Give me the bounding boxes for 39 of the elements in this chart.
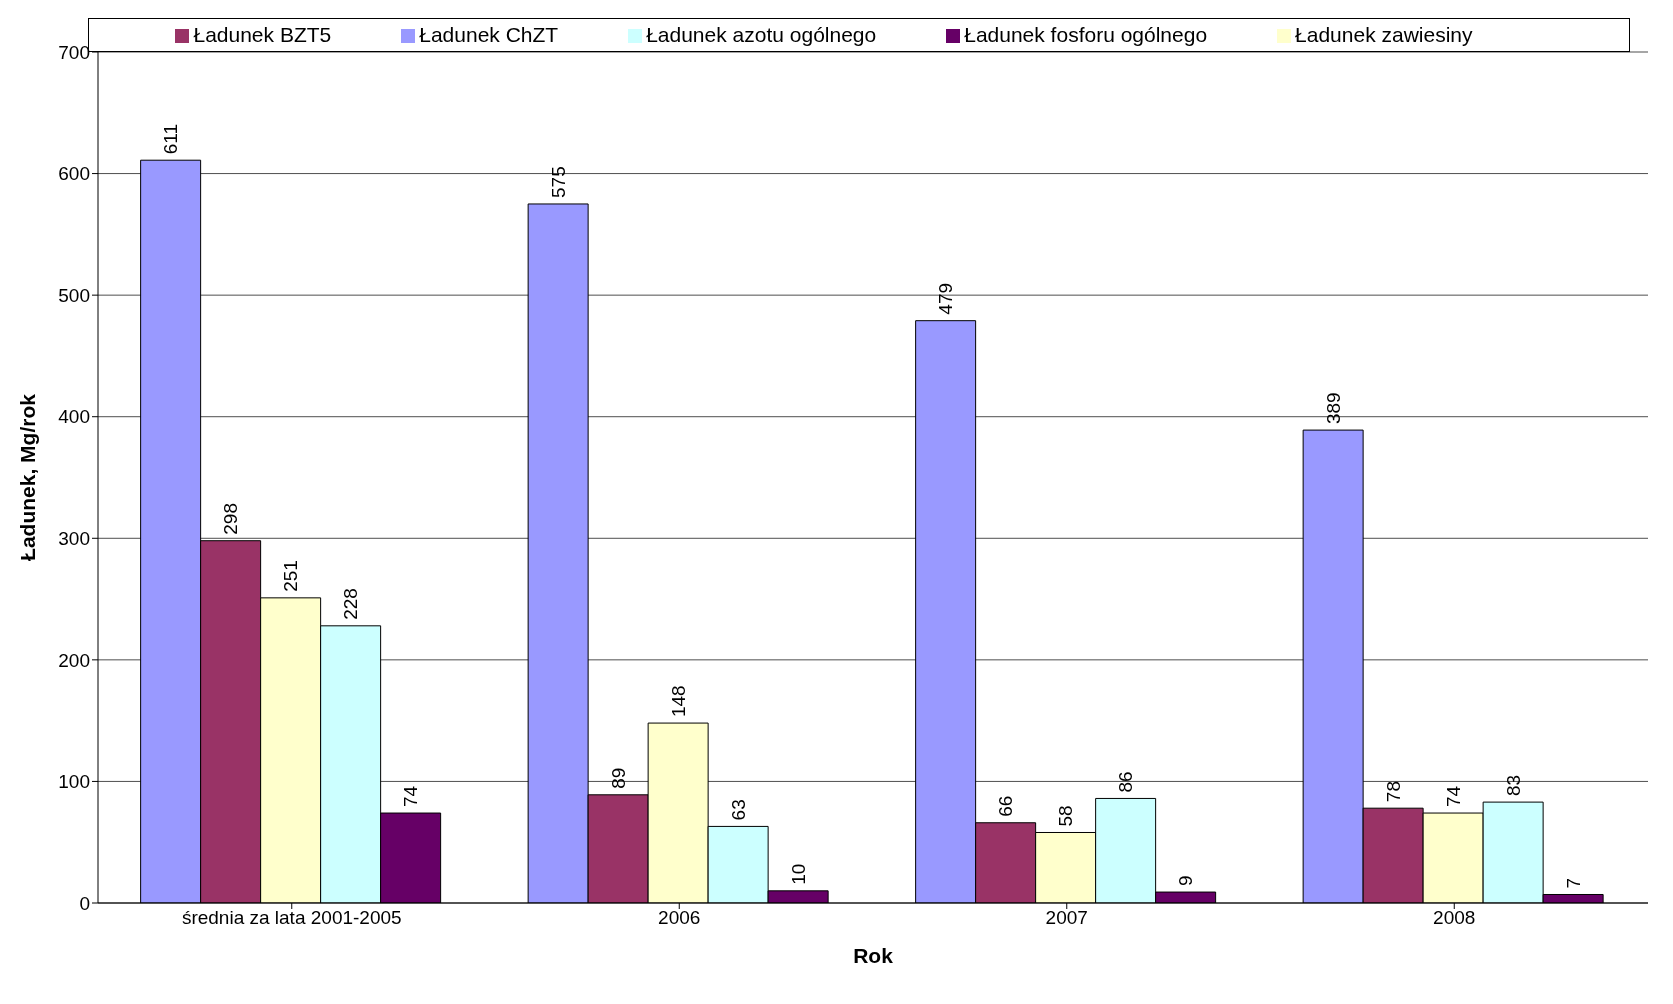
y-tick-label: 600 xyxy=(58,163,90,185)
data-label: 575 xyxy=(547,166,569,198)
y-tick-label: 400 xyxy=(58,406,90,428)
data-label: 86 xyxy=(1115,771,1137,793)
legend-label: Ładunek zawiesiny xyxy=(1295,23,1473,46)
data-label: 611 xyxy=(160,123,182,155)
y-tick-label: 500 xyxy=(58,284,90,306)
data-label: 74 xyxy=(1442,785,1464,808)
data-label: 74 xyxy=(400,785,422,808)
legend-label: Ładunek azotu ogólnego xyxy=(646,23,877,46)
data-label: 7 xyxy=(1562,877,1584,889)
data-label: 389 xyxy=(1322,392,1344,425)
y-tick-label: 0 xyxy=(79,892,90,914)
y-tick-label: 700 xyxy=(58,41,90,63)
y-tick-label: 200 xyxy=(58,649,90,671)
legend-label: Ładunek fosforu ogólnego xyxy=(964,23,1208,46)
data-label: 63 xyxy=(727,799,749,821)
x-axis-title: Rok xyxy=(853,944,894,967)
x-tick-label: średnia za lata 2001-2005 xyxy=(181,907,402,929)
data-label: 10 xyxy=(787,863,809,885)
data-label: 228 xyxy=(340,588,362,620)
data-label: 66 xyxy=(995,795,1017,817)
legend-label: Ładunek BZT5 xyxy=(193,23,332,46)
data-label: 83 xyxy=(1502,774,1524,797)
x-tick-label: 2007 xyxy=(1045,907,1088,929)
data-label: 9 xyxy=(1175,875,1197,887)
data-label: 148 xyxy=(667,685,689,718)
data-label: 89 xyxy=(607,767,629,789)
data-label: 298 xyxy=(220,503,242,535)
x-tick-label: 2006 xyxy=(658,907,701,929)
legend-label: Ładunek ChZT xyxy=(419,23,559,46)
data-label: 479 xyxy=(935,282,957,315)
data-label: 58 xyxy=(1055,805,1077,827)
data-label: 78 xyxy=(1382,781,1404,803)
y-axis-title: Ładunek, Mg/rok xyxy=(16,393,40,561)
data-label: 251 xyxy=(280,560,302,592)
y-tick-label: 100 xyxy=(58,771,90,793)
x-tick-label: 2008 xyxy=(1433,907,1476,929)
y-tick-label: 300 xyxy=(58,528,90,550)
